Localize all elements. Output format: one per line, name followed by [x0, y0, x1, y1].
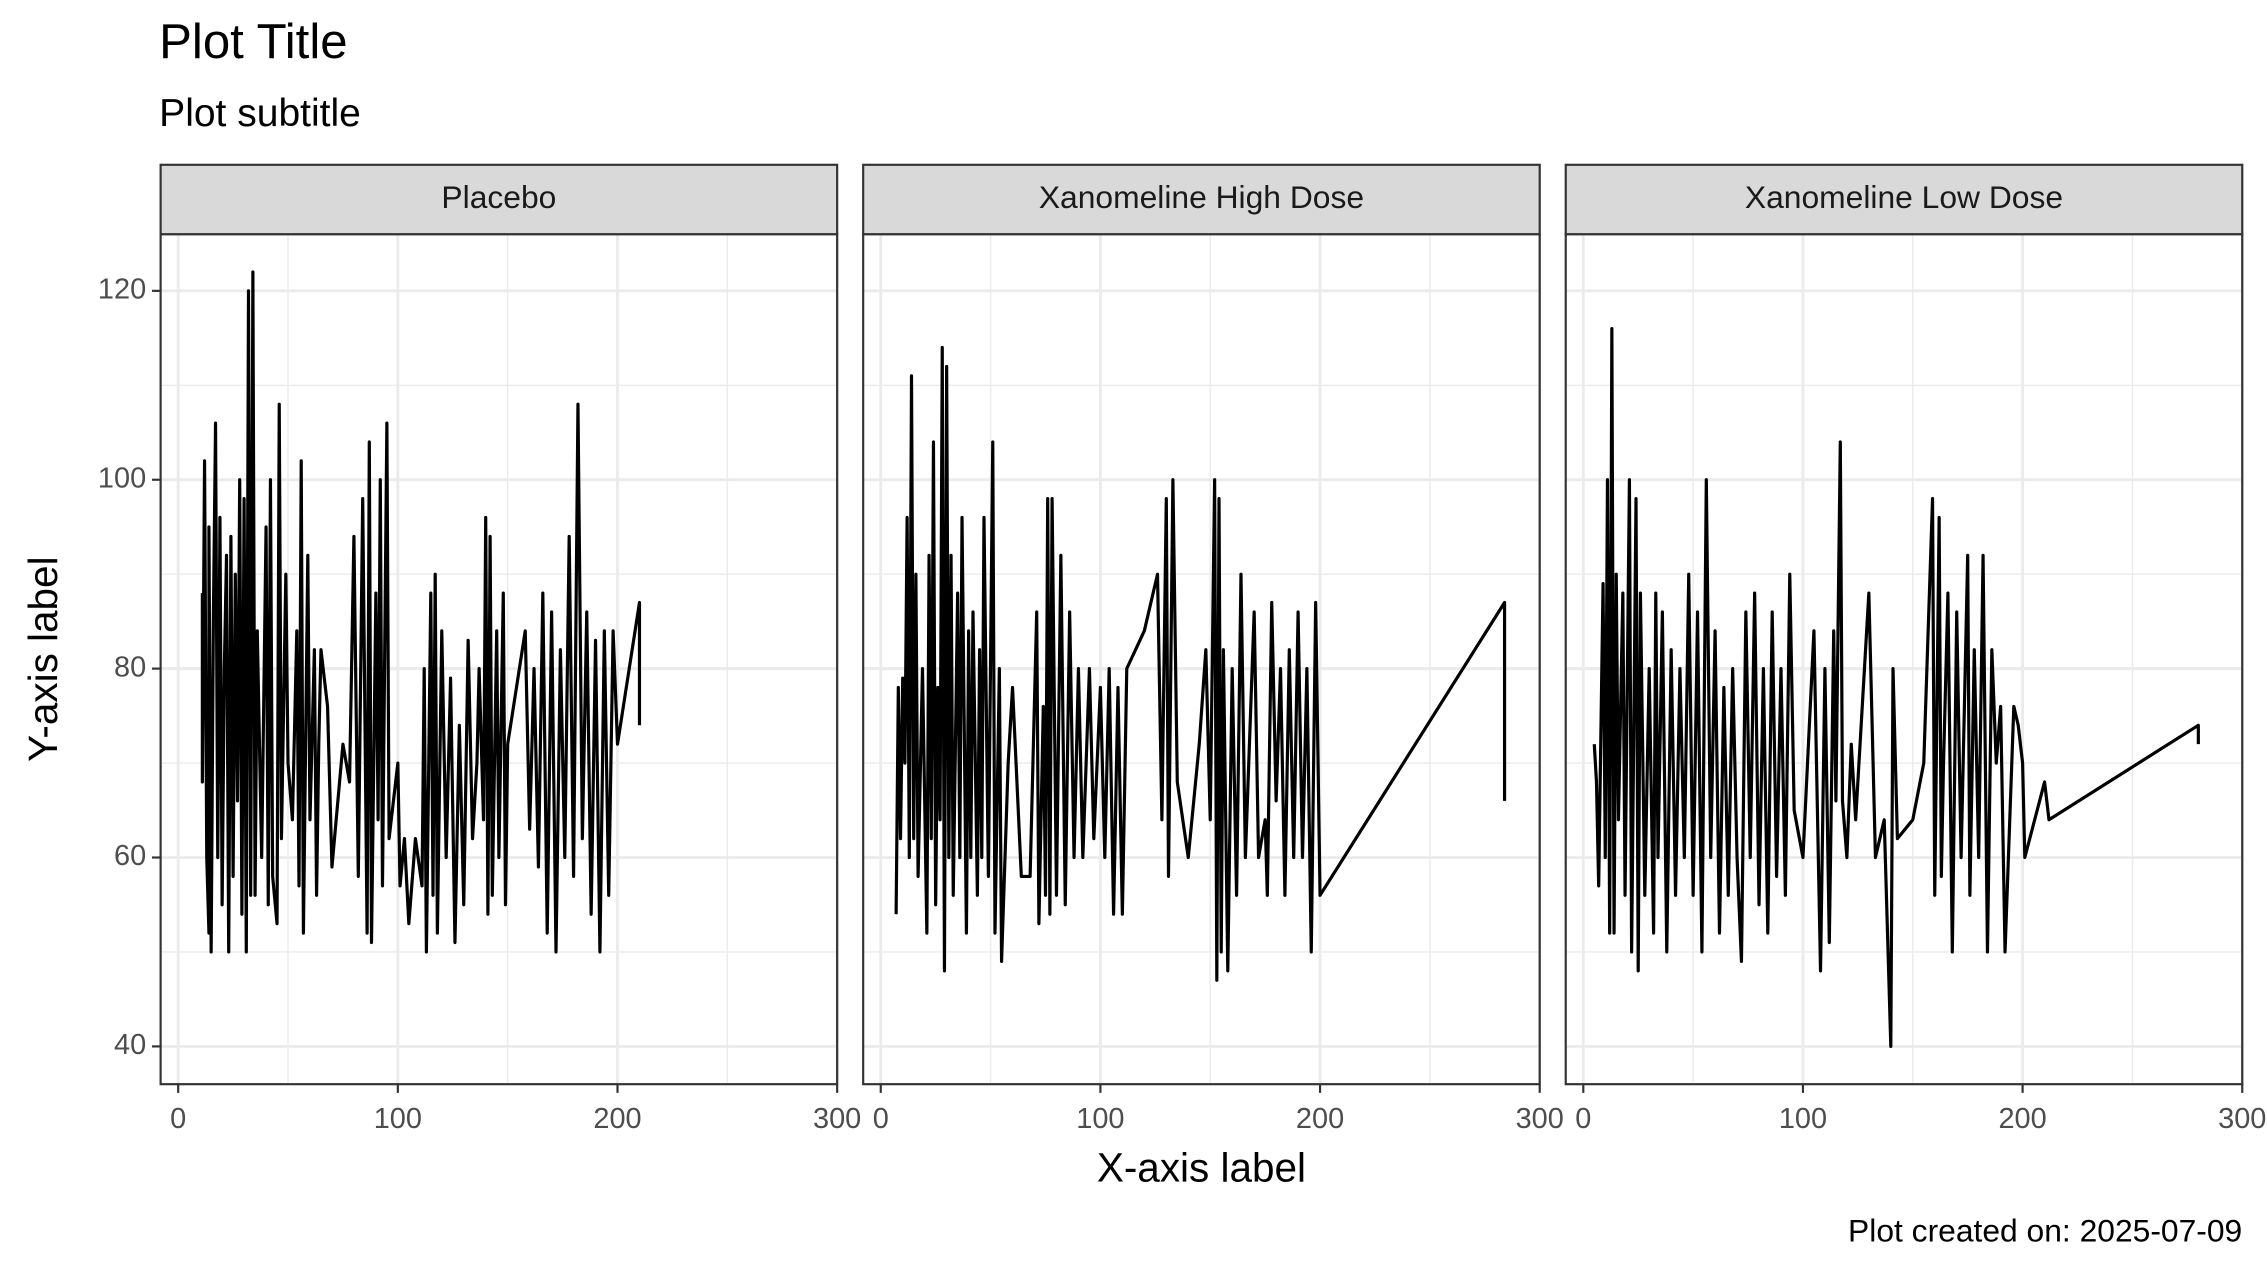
y-tick-label: 40 [114, 1029, 146, 1061]
x-tick-label: 100 [1076, 1103, 1124, 1135]
x-axis-label: X-axis label [1097, 1145, 1306, 1191]
chart-title: Plot Title [159, 15, 347, 69]
strip-label: Xanomeline High Dose [1039, 179, 1364, 215]
caption: Plot created on: 2025-07-09 [1848, 1212, 2242, 1248]
x-tick-label: 300 [2218, 1103, 2266, 1135]
x-tick-label: 200 [593, 1103, 641, 1135]
x-tick-label: 300 [1516, 1103, 1564, 1135]
strip-label: Placebo [441, 179, 556, 215]
data-line [894, 345, 1507, 982]
x-tick-label: 200 [1998, 1103, 2046, 1135]
x-tick-label: 100 [1779, 1103, 1827, 1135]
x-tick-label: 0 [873, 1103, 889, 1135]
x-tick-label: 200 [1296, 1103, 1344, 1135]
strip-label: Xanomeline Low Dose [1745, 179, 2063, 215]
y-tick-label: 100 [98, 462, 146, 494]
y-tick-label: 60 [114, 840, 146, 872]
x-tick-label: 0 [170, 1103, 186, 1135]
x-tick-label: 300 [813, 1103, 861, 1135]
y-tick-label: 80 [114, 651, 146, 683]
y-axis-label: Y-axis label [20, 556, 66, 761]
data-line [1592, 327, 2200, 1049]
data-line [200, 270, 642, 954]
strip [862, 163, 1541, 236]
x-tick-label: 100 [374, 1103, 422, 1135]
chart-subtitle: Plot subtitle [159, 92, 361, 135]
x-tick-label: 0 [1575, 1103, 1591, 1135]
y-tick-label: 120 [98, 273, 146, 305]
strip [1564, 163, 2244, 236]
strip [159, 163, 839, 236]
